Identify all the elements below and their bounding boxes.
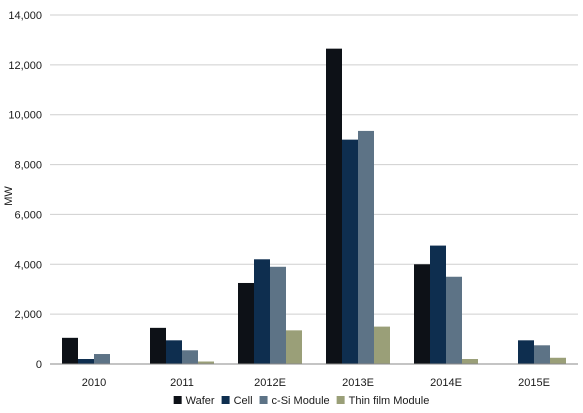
- bar-c-si-module-2013e: [358, 130, 374, 364]
- bar-c-si-module-2014e: [446, 276, 462, 364]
- y-tick-label: 4,000: [14, 259, 42, 271]
- x-tick-label: 2010: [82, 377, 106, 389]
- x-tick-label: 2012E: [254, 377, 286, 389]
- x-tick-label: 2015E: [518, 377, 550, 389]
- y-tick-label: 10,000: [8, 110, 42, 122]
- y-tick-label: 6,000: [14, 209, 42, 221]
- bar-cell-2013e: [342, 139, 358, 364]
- legend-swatch: [221, 396, 230, 404]
- legend-label: Cell: [234, 395, 253, 407]
- bar-cell-2012e: [254, 259, 270, 364]
- bar-thin-film-module-2013e: [374, 326, 390, 364]
- bar-wafer-2011: [150, 327, 166, 364]
- bar-cell-2015e: [518, 340, 534, 364]
- bar-c-si-module-2011: [182, 350, 198, 364]
- bar-wafer-2014e: [414, 264, 430, 364]
- bar-c-si-module-2015e: [534, 345, 550, 364]
- bar-cell-2011: [166, 340, 182, 364]
- bar-wafer-2010: [62, 337, 78, 364]
- y-axis-ticks: 0 2,000 4,000 6,000 8,000 10,000 12,000 14,000: [8, 10, 42, 371]
- bars: [62, 48, 566, 365]
- bar-wafer-2012e: [238, 282, 254, 364]
- legend-swatch: [173, 396, 182, 404]
- y-tick-label: 2,000: [14, 309, 42, 321]
- y-tick-label: 14,000: [8, 10, 42, 22]
- legend-label: Wafer: [186, 395, 215, 407]
- legend-item: Wafer: [173, 395, 215, 407]
- bar-thin-film-module-2015e: [550, 357, 566, 364]
- bar-wafer-2013e: [326, 48, 342, 365]
- x-tick-label: 2013E: [342, 377, 374, 389]
- legend-swatch: [259, 396, 268, 404]
- bar-thin-film-module-2012e: [286, 330, 302, 364]
- bar-c-si-module-2010: [94, 354, 110, 364]
- x-tick-label: 2014E: [430, 377, 462, 389]
- bar-thin-film-module-2014e: [462, 359, 478, 364]
- y-tick-label: 8,000: [14, 160, 42, 172]
- legend-swatch: [336, 396, 345, 404]
- legend-label: c-Si Module: [272, 395, 330, 407]
- y-axis-title: MW: [3, 186, 15, 206]
- y-tick-label: 0: [36, 359, 42, 371]
- bar-thin-film-module-2011: [198, 361, 214, 364]
- gridlines: [50, 14, 578, 315]
- legend-item: Cell: [221, 395, 253, 407]
- bar-cell-2010: [78, 359, 94, 364]
- bar-cell-2014e: [430, 245, 446, 364]
- legend-label: Thin film Module: [349, 395, 430, 407]
- x-tick-label: 2011: [170, 377, 194, 389]
- legend-item: c-Si Module: [259, 395, 330, 407]
- bar-c-si-module-2012e: [270, 266, 286, 364]
- x-axis-ticks: 2010 2011 2012E 2013E 2014E 2015E: [82, 377, 550, 389]
- legend: Wafer Cell c-Si Module Thin film Module: [173, 395, 430, 407]
- y-tick-label: 12,000: [8, 60, 42, 72]
- legend-item: Thin film Module: [336, 395, 430, 407]
